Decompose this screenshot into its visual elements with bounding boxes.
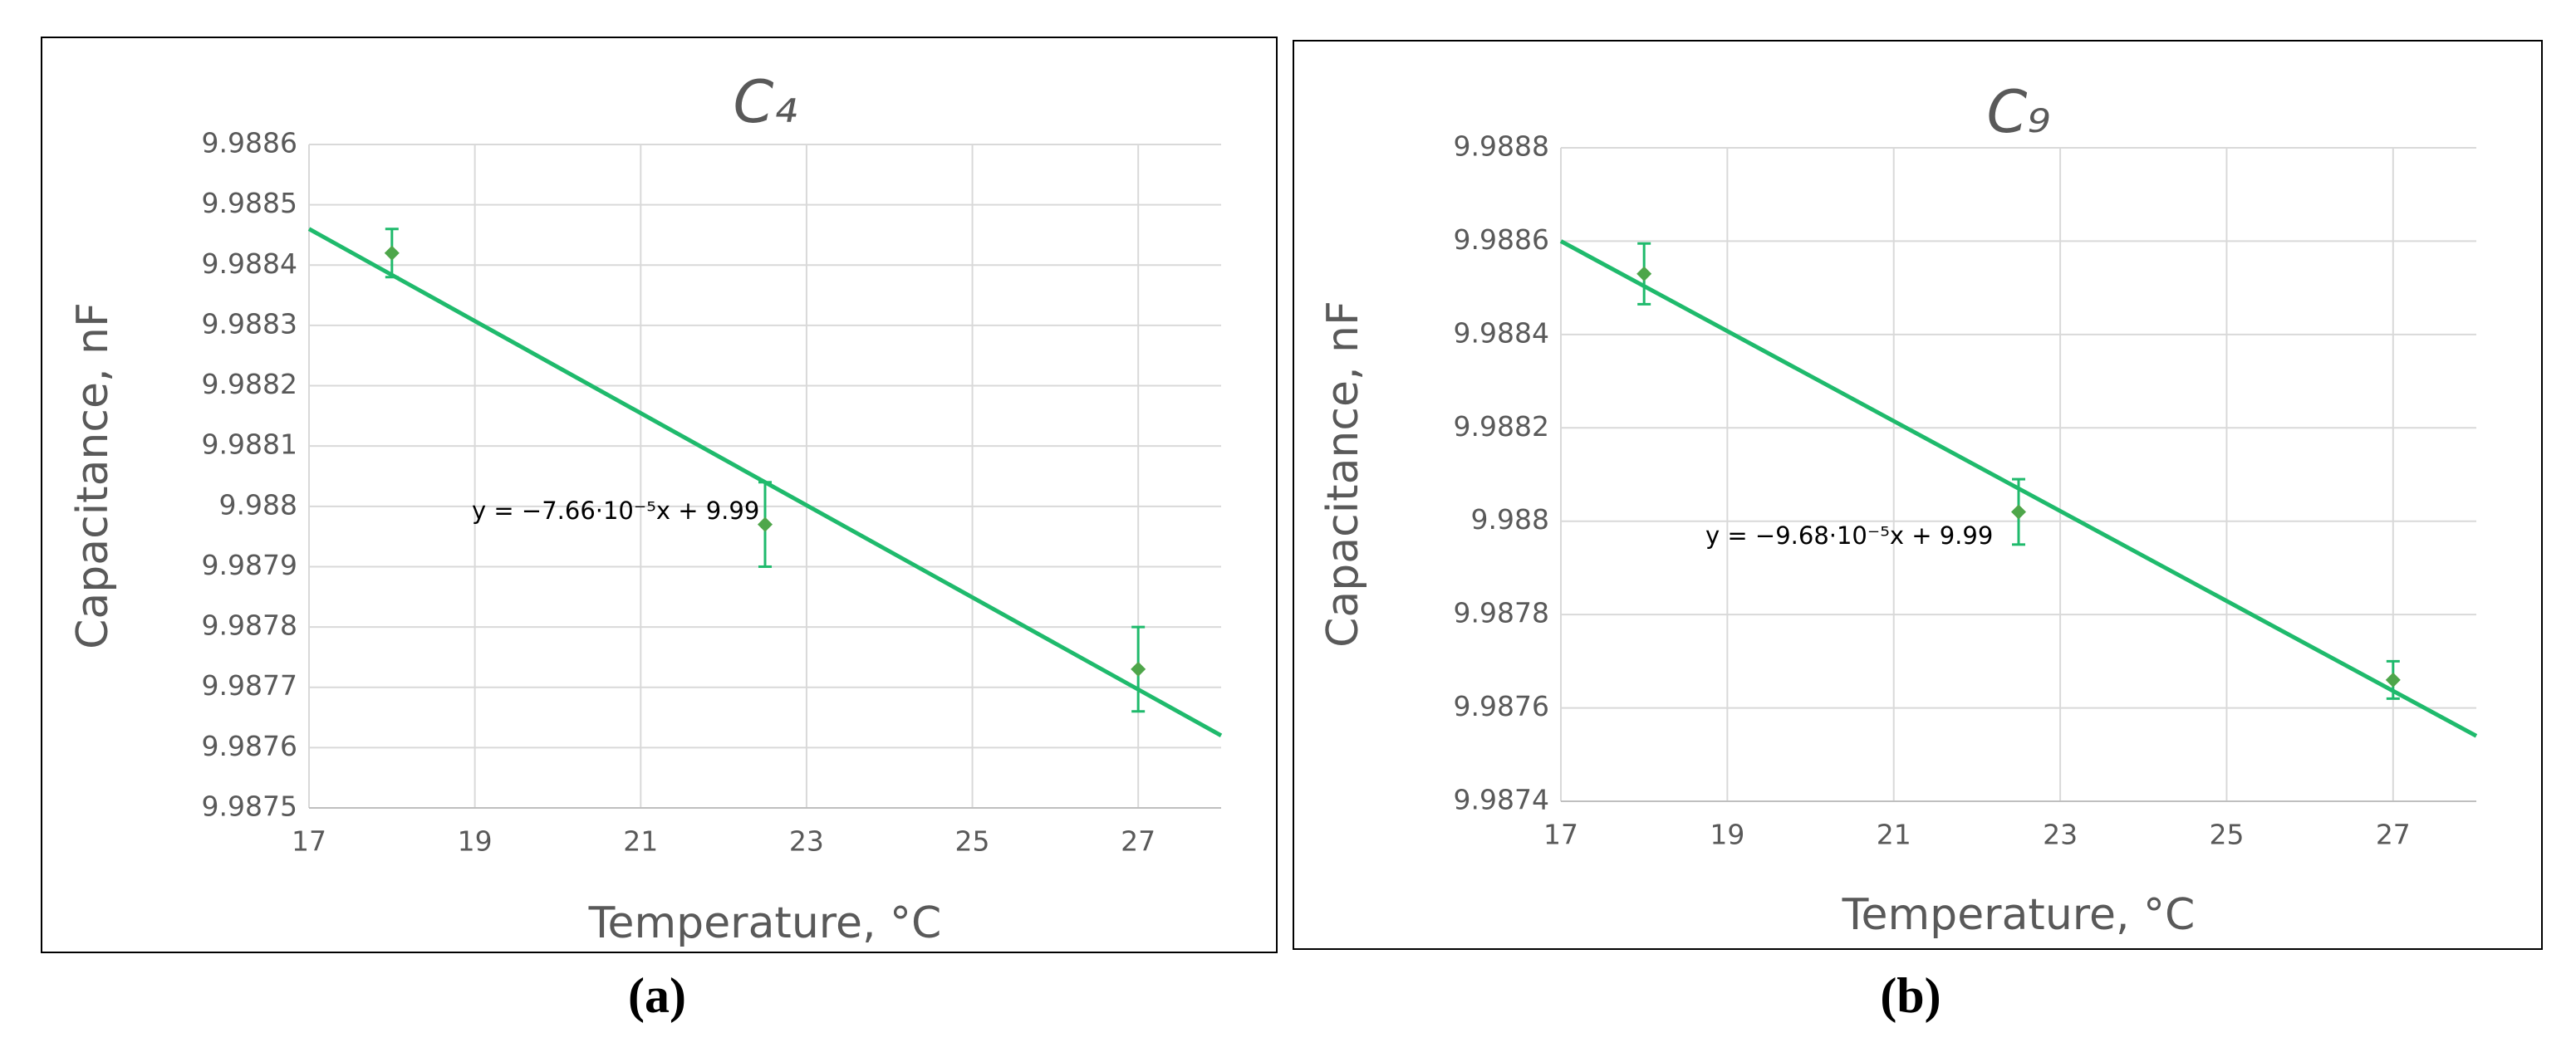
panel-label: (a)	[628, 968, 686, 1023]
y-tick-label: 9.9876	[202, 730, 297, 762]
panel-label: (b)	[1880, 968, 1941, 1023]
x-tick-label: 19	[1710, 819, 1744, 851]
y-tick-label: 9.9884	[1454, 316, 1549, 349]
chart-title: C₉	[1987, 78, 2051, 146]
x-tick-label: 17	[292, 825, 326, 858]
x-tick-label: 23	[2043, 819, 2078, 851]
y-tick-label: 9.9875	[202, 790, 297, 823]
point	[2011, 504, 2026, 520]
point	[758, 516, 773, 532]
y-tick-label: 9.9886	[1454, 223, 1549, 256]
y-tick-label: 9.9879	[202, 549, 297, 581]
y-tick-label: 9.9882	[202, 368, 297, 400]
y-tick-label: 9.9886	[202, 127, 297, 159]
x-tick-label: 27	[1121, 825, 1156, 858]
x-tick-label: 25	[2209, 819, 2244, 851]
y-tick-label: 9.9877	[202, 669, 297, 702]
point	[2385, 672, 2401, 688]
y-tick-label: 9.9878	[1454, 597, 1549, 629]
point	[1131, 661, 1146, 677]
x-axis-label: Temperature, °C	[1842, 890, 2196, 940]
x-tick-label: 21	[1877, 819, 1911, 851]
y-tick-label: 9.9881	[202, 428, 297, 461]
y-tick-label: 9.9882	[1454, 410, 1549, 443]
y-tick-label: 9.9878	[202, 609, 297, 642]
point	[1636, 266, 1652, 281]
y-axis-label: Capacitance, nF	[1318, 301, 1368, 648]
panel-frame	[41, 37, 1278, 953]
x-tick-label: 17	[1543, 819, 1578, 851]
y-tick-label: 9.9883	[202, 307, 297, 340]
trendline-equation: y = −7.66·10⁻⁵x + 9.99	[472, 497, 759, 525]
y-tick-label: 9.9874	[1454, 784, 1549, 816]
x-tick-label: 23	[789, 825, 824, 858]
chart-title: C₄	[734, 68, 797, 136]
x-axis-label: Temperature, °C	[588, 898, 942, 948]
x-tick-label: 21	[623, 825, 658, 858]
y-tick-label: 9.988	[1471, 503, 1549, 536]
x-tick-label: 19	[458, 825, 493, 858]
y-tick-label: 9.9876	[1454, 690, 1549, 722]
point	[384, 245, 400, 261]
y-tick-label: 9.988	[219, 488, 297, 521]
y-tick-label: 9.9885	[202, 187, 297, 219]
y-tick-label: 9.9888	[1454, 130, 1549, 163]
panel-frame	[1293, 40, 2543, 950]
x-tick-label: 27	[2376, 819, 2411, 851]
x-tick-label: 25	[955, 825, 990, 858]
y-axis-label: Capacitance, nF	[68, 302, 118, 649]
y-tick-label: 9.9884	[202, 247, 297, 280]
trendline-equation: y = −9.68·10⁻⁵x + 9.99	[1705, 521, 1993, 550]
